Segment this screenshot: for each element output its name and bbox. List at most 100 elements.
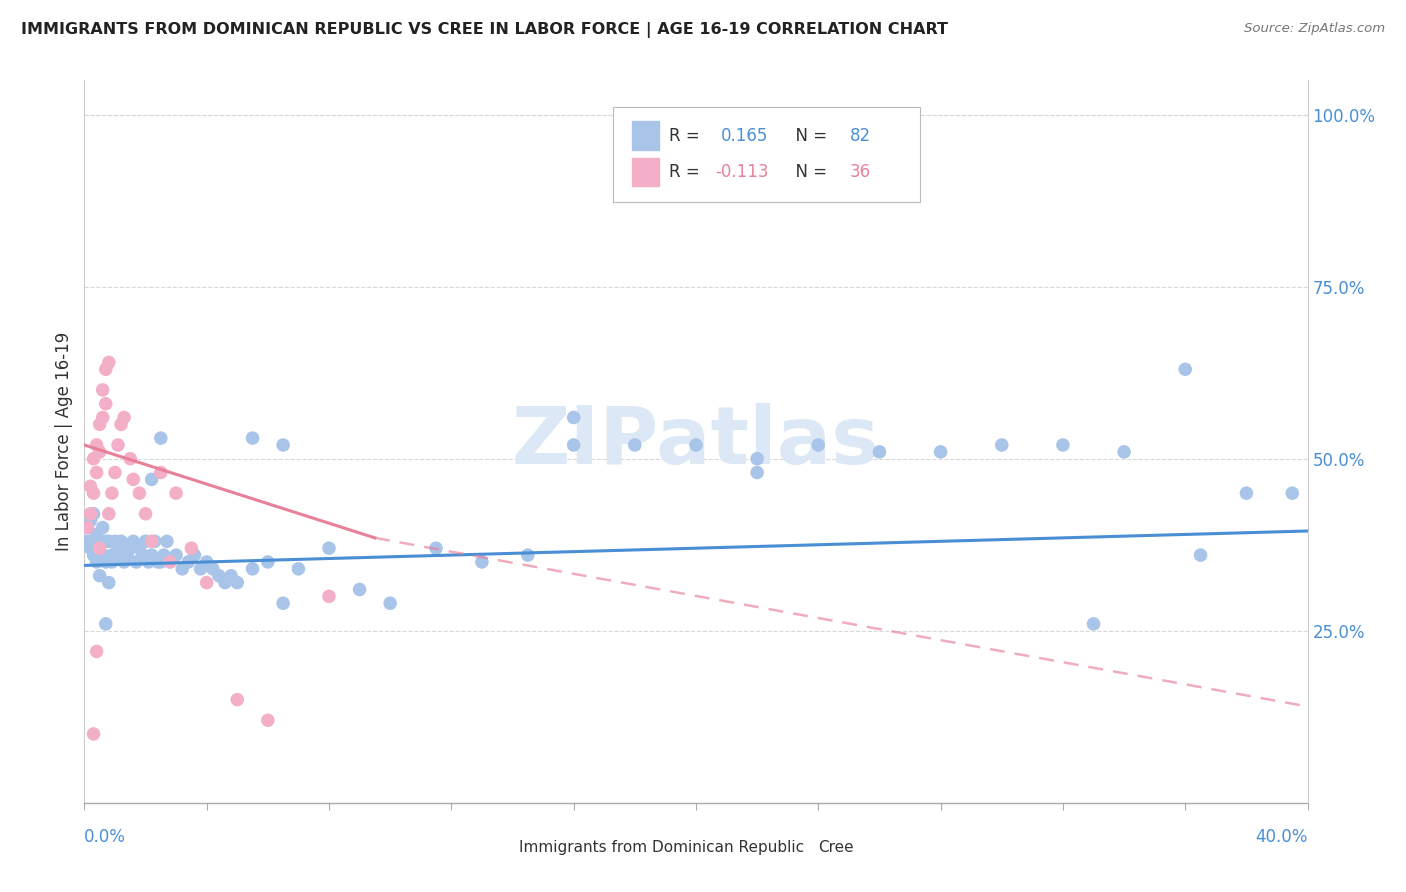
Point (131, 548, 153, 562)
Point (79, 541, 101, 556)
Point (318, 541, 340, 556)
Text: N =: N = (786, 127, 832, 145)
Point (201, 562, 224, 576)
Point (79, 507, 101, 521)
Point (318, 590, 340, 604)
Bar (633, 121, 659, 151)
Point (226, 575, 249, 590)
Point (86, 438, 108, 452)
Point (180, 541, 202, 556)
Point (86, 555, 108, 569)
Point (86, 644, 108, 658)
Point (83, 534, 105, 549)
Point (471, 555, 494, 569)
Text: Cree: Cree (818, 840, 853, 855)
Point (97, 534, 120, 549)
Point (685, 438, 707, 452)
Point (97, 575, 120, 590)
Bar (633, 158, 659, 186)
Text: R =: R = (669, 127, 710, 145)
Point (89, 568, 111, 582)
Point (94, 616, 117, 631)
Text: 0.165: 0.165 (720, 127, 768, 145)
Point (89, 445, 111, 459)
Point (562, 438, 585, 452)
Point (159, 555, 181, 569)
Point (94, 555, 117, 569)
Point (91, 548, 114, 562)
Point (94, 397, 117, 411)
Point (141, 472, 163, 486)
Point (425, 541, 447, 556)
Point (110, 417, 132, 432)
Bar (787, 837, 813, 858)
Point (104, 534, 127, 549)
Point (122, 472, 145, 486)
Point (516, 548, 538, 562)
Point (122, 534, 145, 549)
Point (94, 534, 117, 549)
Point (257, 713, 280, 727)
Point (624, 438, 647, 452)
Text: 0.0%: 0.0% (84, 828, 127, 847)
Text: -0.113: -0.113 (716, 163, 769, 181)
Point (83, 451, 105, 466)
Point (149, 431, 172, 445)
Text: 36: 36 (851, 163, 872, 181)
Point (141, 534, 163, 549)
Point (101, 486, 124, 500)
Point (869, 445, 891, 459)
Point (83, 507, 105, 521)
Text: ZIPatlas: ZIPatlas (512, 402, 880, 481)
Point (138, 555, 160, 569)
Point (120, 541, 142, 556)
Point (79, 514, 101, 528)
FancyBboxPatch shape (613, 107, 920, 202)
Point (562, 410, 585, 425)
Point (271, 596, 294, 610)
Point (242, 562, 264, 576)
Point (107, 541, 129, 556)
Point (226, 692, 249, 706)
Point (112, 410, 135, 425)
Point (1281, 486, 1303, 500)
Point (747, 451, 769, 466)
Point (83, 548, 105, 562)
Point (380, 596, 402, 610)
Point (120, 451, 142, 466)
Point (149, 555, 172, 569)
Point (128, 486, 150, 500)
Point (195, 575, 218, 590)
Point (91, 410, 114, 425)
Point (991, 438, 1014, 452)
Point (287, 562, 309, 576)
Point (89, 417, 111, 432)
Point (86, 527, 108, 541)
Point (257, 555, 280, 569)
Point (107, 438, 129, 452)
Point (128, 541, 150, 556)
Point (149, 466, 172, 480)
Point (747, 466, 769, 480)
Point (1083, 616, 1105, 631)
Point (83, 727, 105, 741)
Text: IMMIGRANTS FROM DOMINICAN REPUBLIC VS CREE IN LABOR FORCE | AGE 16-19 CORRELATIO: IMMIGRANTS FROM DOMINICAN REPUBLIC VS CR… (21, 22, 948, 38)
Point (219, 568, 242, 582)
Point (91, 383, 114, 397)
Point (101, 555, 124, 569)
Text: 40.0%: 40.0% (1256, 828, 1308, 847)
Text: Source: ZipAtlas.com: Source: ZipAtlas.com (1244, 22, 1385, 36)
Point (190, 562, 212, 576)
Point (349, 582, 371, 597)
Point (183, 548, 205, 562)
Point (214, 575, 236, 590)
Point (271, 438, 294, 452)
Point (153, 548, 176, 562)
Point (172, 562, 194, 576)
Point (146, 555, 169, 569)
Text: R =: R = (669, 163, 704, 181)
Point (76, 534, 98, 549)
Point (1114, 445, 1136, 459)
Point (115, 548, 138, 562)
Point (91, 520, 114, 534)
